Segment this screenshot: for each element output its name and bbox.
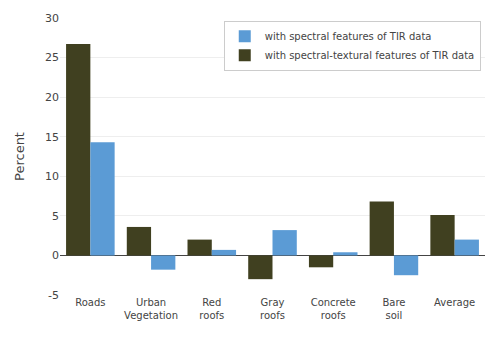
svg-text:20: 20 — [45, 91, 59, 104]
svg-text:Average: Average — [434, 297, 475, 308]
svg-text:25: 25 — [45, 51, 59, 64]
svg-text:Percent: Percent — [12, 132, 27, 181]
svg-text:Grayroofs: Grayroofs — [260, 297, 285, 321]
svg-text:10: 10 — [45, 170, 59, 183]
svg-text:Baresoil: Baresoil — [382, 297, 405, 321]
svg-text:5: 5 — [52, 210, 59, 223]
svg-text:30: 30 — [45, 12, 59, 25]
svg-text:UrbanVegetation: UrbanVegetation — [124, 297, 178, 321]
svg-text:Redroofs: Redroofs — [199, 297, 224, 321]
svg-text:Concreteroofs: Concreteroofs — [311, 297, 356, 321]
svg-text:with spectral-textural feature: with spectral-textural features of TIR d… — [265, 50, 474, 61]
svg-text:-5: -5 — [48, 289, 59, 302]
svg-text:0: 0 — [52, 249, 59, 262]
svg-text:with spectral features of TIR: with spectral features of TIR data — [265, 31, 432, 42]
svg-text:15: 15 — [45, 131, 59, 144]
svg-text:Roads: Roads — [75, 297, 105, 308]
